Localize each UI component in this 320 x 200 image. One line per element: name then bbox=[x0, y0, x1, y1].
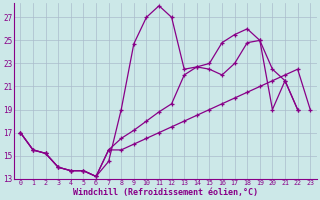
X-axis label: Windchill (Refroidissement éolien,°C): Windchill (Refroidissement éolien,°C) bbox=[73, 188, 258, 197]
